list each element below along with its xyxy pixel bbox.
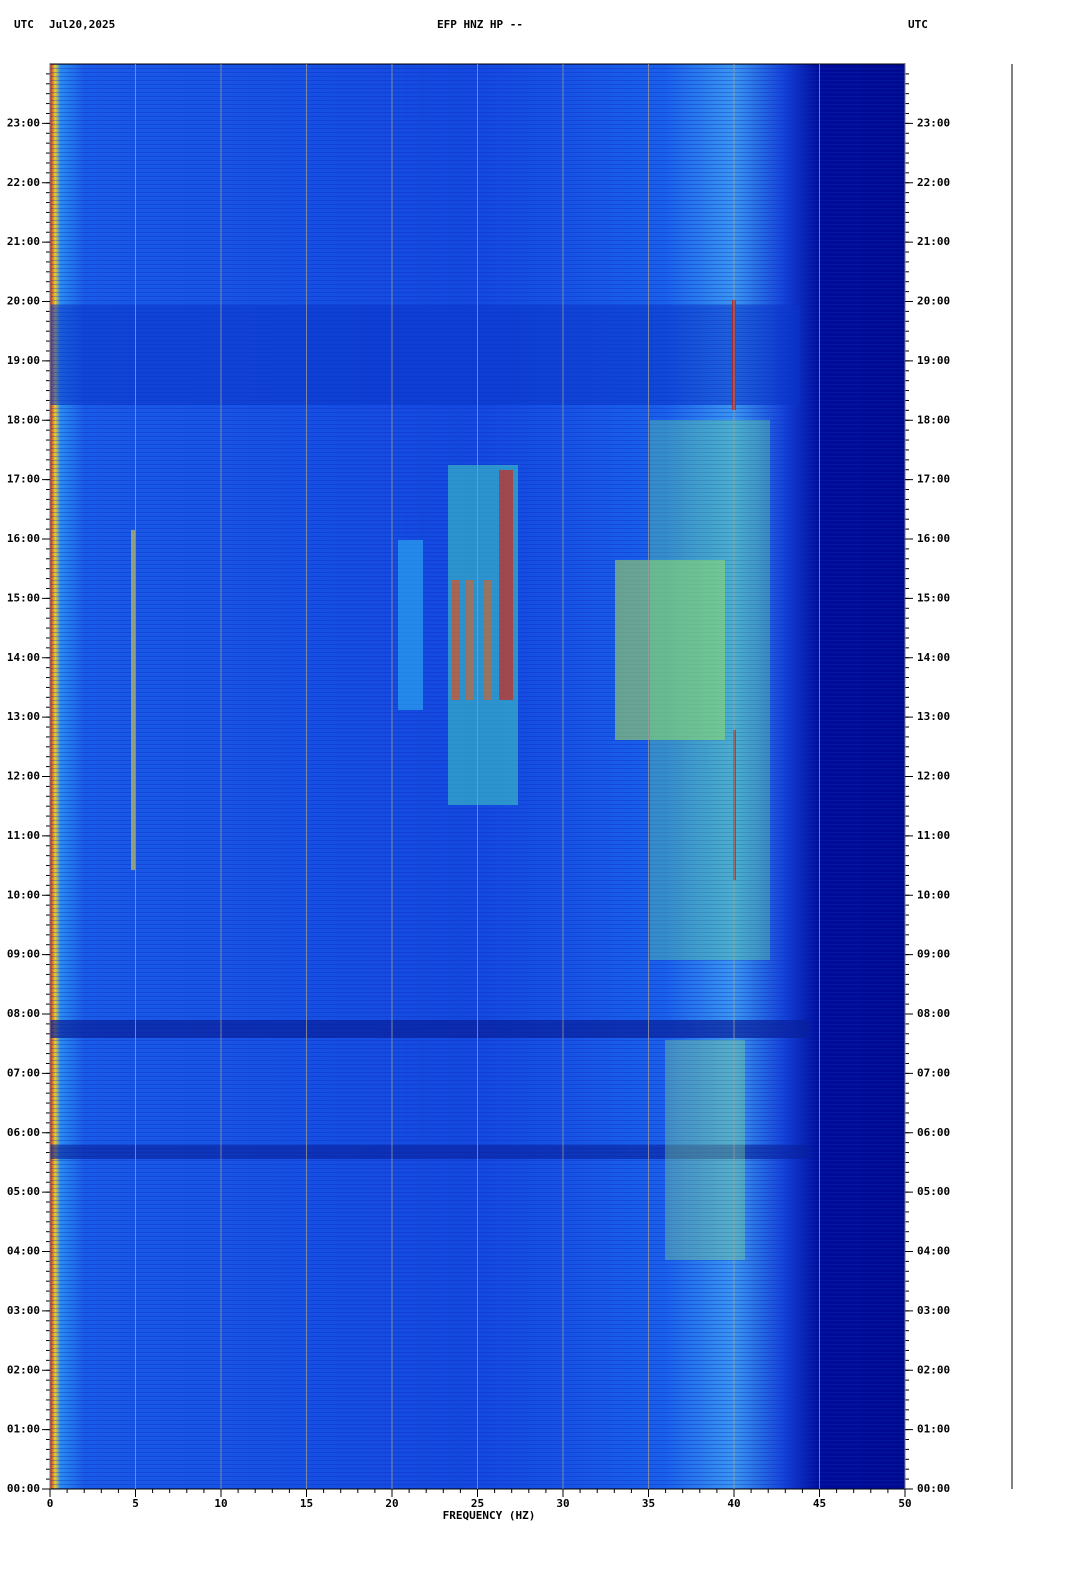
x-tick-label: 35 <box>642 1497 655 1510</box>
y-tick-label-right: 12:00 <box>917 770 950 783</box>
y-tick-label-right: 19:00 <box>917 354 950 367</box>
y-tick-label: 10:00 <box>7 888 40 901</box>
y-tick-label-right: 22:00 <box>917 176 950 189</box>
x-tick-label: 0 <box>47 1497 54 1510</box>
y-tick-label: 05:00 <box>7 1185 40 1198</box>
y-tick-label: 07:00 <box>7 1066 40 1079</box>
y-tick-label: 16:00 <box>7 532 40 545</box>
y-tick-label: 17:00 <box>7 473 40 486</box>
y-tick-label-right: 17:00 <box>917 473 950 486</box>
y-tick-label-right: 07:00 <box>917 1066 950 1079</box>
x-tick-label: 15 <box>300 1497 313 1510</box>
chart-title: EFP HNZ HP -- <box>437 18 523 31</box>
y-tick-label-right: 09:00 <box>917 948 950 961</box>
y-tick-label-right: 02:00 <box>917 1363 950 1376</box>
y-tick-label: 12:00 <box>7 770 40 783</box>
x-tick-label: 10 <box>214 1497 227 1510</box>
x-tick-label: 50 <box>898 1497 911 1510</box>
y-tick-label-right: 05:00 <box>917 1185 950 1198</box>
y-tick-label: 02:00 <box>7 1363 40 1376</box>
y-tick-label: 01:00 <box>7 1423 40 1436</box>
y-tick-label-right: 20:00 <box>917 295 950 308</box>
y-tick-label: 08:00 <box>7 1007 40 1020</box>
x-tick-label: 30 <box>556 1497 569 1510</box>
y-tick-label: 13:00 <box>7 710 40 723</box>
y-tick-label: 14:00 <box>7 651 40 664</box>
y-tick-label: 06:00 <box>7 1126 40 1139</box>
y-tick-label: 19:00 <box>7 354 40 367</box>
date: Jul20,2025 <box>49 18 115 31</box>
x-tick-label: 40 <box>727 1497 740 1510</box>
y-tick-label-right: 03:00 <box>917 1304 950 1317</box>
y-tick-label: 20:00 <box>7 295 40 308</box>
x-tick-label: 45 <box>813 1497 826 1510</box>
x-axis-label: FREQUENCY (HZ) <box>443 1509 536 1522</box>
timezone-right: UTC <box>908 18 928 31</box>
x-tick-label: 5 <box>132 1497 139 1510</box>
y-tick-label-right: 16:00 <box>917 532 950 545</box>
y-tick-label-right: 01:00 <box>917 1423 950 1436</box>
y-tick-label: 00:00 <box>7 1482 40 1495</box>
y-tick-label-right: 13:00 <box>917 710 950 723</box>
y-tick-label-right: 08:00 <box>917 1007 950 1020</box>
timezone-left: UTC <box>14 18 34 31</box>
y-tick-label-right: 10:00 <box>917 888 950 901</box>
y-tick-label: 22:00 <box>7 176 40 189</box>
y-tick-label-right: 18:00 <box>917 413 950 426</box>
y-tick-label: 03:00 <box>7 1304 40 1317</box>
y-tick-label-right: 15:00 <box>917 591 950 604</box>
y-tick-label: 11:00 <box>7 829 40 842</box>
y-tick-label-right: 23:00 <box>917 116 950 129</box>
y-tick-label-right: 00:00 <box>917 1482 950 1495</box>
y-tick-label: 15:00 <box>7 591 40 604</box>
y-tick-label: 23:00 <box>7 116 40 129</box>
y-tick-label-right: 11:00 <box>917 829 950 842</box>
y-tick-label-right: 21:00 <box>917 235 950 248</box>
y-tick-label: 21:00 <box>7 235 40 248</box>
y-tick-label: 04:00 <box>7 1245 40 1258</box>
y-tick-label: 09:00 <box>7 948 40 961</box>
x-tick-label: 20 <box>385 1497 398 1510</box>
x-tick-label: 25 <box>471 1497 484 1510</box>
y-tick-label-right: 04:00 <box>917 1245 950 1258</box>
y-tick-label-right: 14:00 <box>917 651 950 664</box>
y-tick-label: 18:00 <box>7 413 40 426</box>
y-tick-label-right: 06:00 <box>917 1126 950 1139</box>
